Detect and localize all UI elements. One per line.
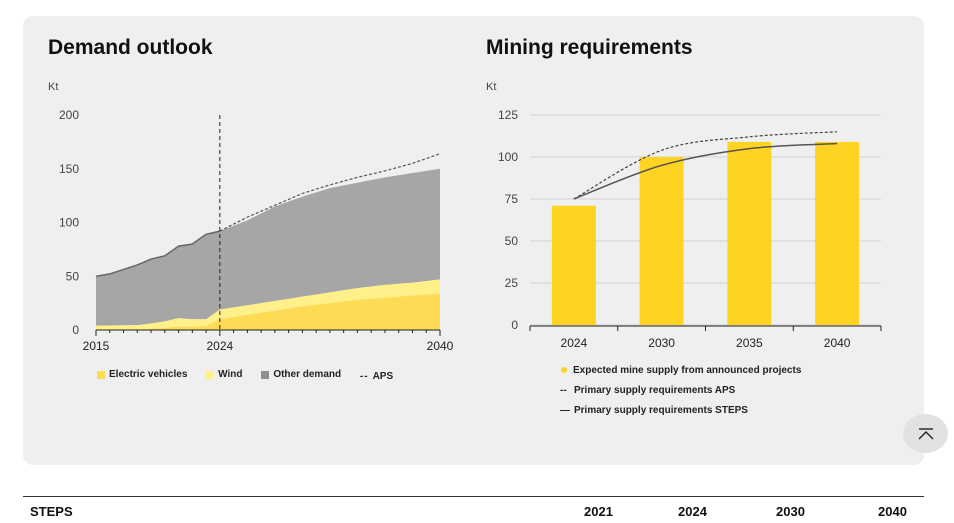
table-year-2030: 2030 [776,504,805,519]
legend-aps[interactable]: -- APS [359,370,394,382]
x-category-label: 2030 [648,336,675,350]
table-year-2021: 2021 [584,504,613,519]
aps-line [219,153,441,232]
wind-swatch-icon [206,370,215,379]
mining-requirements-chart: Kt 0 25 50 75 100 125 2024 2030 2035 2040 [486,81,882,350]
x-category-label: 2035 [736,336,763,350]
y-tick-label: 100 [59,216,79,230]
demand-outlook-chart: Kt 0 50 100 150 200 2015 2024 2040 [48,81,454,353]
dashed-line-icon: -- [560,384,567,396]
y-tick-label: 50 [505,234,519,248]
legend-expected-mine-supply[interactable]: Expected mine supply from announced proj… [560,360,801,380]
x-category-label: 2024 [561,336,588,350]
x-tick-label: 2040 [427,339,454,353]
chevron-up-icon [918,427,933,439]
y-tick-label: 50 [66,269,80,283]
dashed-line-icon: -- [359,370,369,382]
other-swatch-icon [261,370,270,379]
wind-area [96,279,440,330]
y-tick-label: 150 [59,162,79,176]
y-tick-label: 200 [59,108,79,122]
y-tick-label: 25 [505,276,519,290]
y-tick-label: 0 [511,318,518,332]
legend-primary-steps[interactable]: — Primary supply requirements STEPS [560,404,748,416]
y-tick-label: 75 [505,192,519,206]
mine-supply-bar [815,141,860,325]
steps-requirements-line [573,142,838,200]
mine-supply-bar [551,205,596,325]
ev-swatch-icon [97,370,105,379]
bar-dot-icon [561,367,567,373]
mining-legend: Expected mine supply from announced proj… [560,360,801,420]
y-tick-label: 100 [498,150,518,164]
y-unit-label: Kt [48,81,58,93]
table-year-2040: 2040 [878,504,907,519]
mining-requirements-title: Mining requirements [486,36,693,59]
table-header: STEPS 2021 2024 2030 2040 [23,496,924,523]
y-unit-label: Kt [486,81,496,93]
legend-primary-aps[interactable]: -- Primary supply requirements APS [560,384,736,396]
legend-electric-vehicles[interactable]: Electric vehicles [97,369,187,380]
mine-supply-bar [639,157,684,325]
aps-requirements-line [573,131,838,200]
scroll-to-top-button[interactable] [903,414,948,453]
y-tick-label: 125 [498,108,518,122]
demand-legend: Electric vehicles Wind Other demand -- A… [97,369,409,382]
mine-supply-bar [727,141,772,325]
legend-wind[interactable]: Wind [206,369,243,380]
x-tick-label: 2024 [206,339,233,353]
other-demand-area [96,168,440,326]
solid-line-icon: — [560,404,570,416]
x-category-label: 2040 [824,336,851,350]
x-tick-label: 2015 [83,339,110,353]
y-tick-label: 0 [72,323,79,337]
electric-vehicles-area [96,293,440,330]
table-label-steps: STEPS [30,504,73,519]
historic-demand-line [95,230,221,277]
table-year-2024: 2024 [678,504,707,519]
demand-outlook-title: Demand outlook [48,36,213,59]
legend-other-demand[interactable]: Other demand [261,369,341,380]
